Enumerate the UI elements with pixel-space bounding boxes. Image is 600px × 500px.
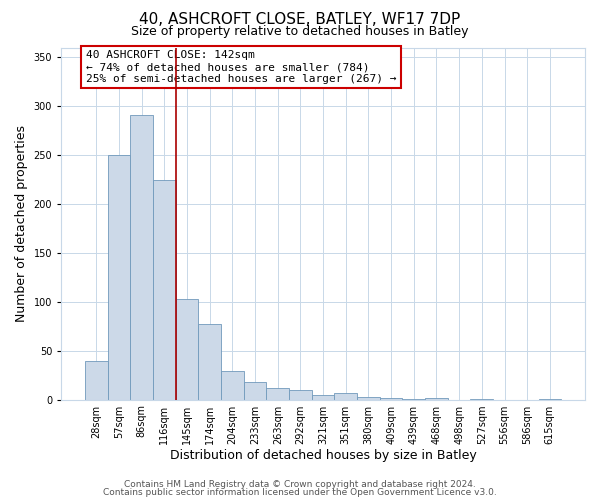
Bar <box>357 396 380 400</box>
Text: 40 ASHCROFT CLOSE: 142sqm
← 74% of detached houses are smaller (784)
25% of semi: 40 ASHCROFT CLOSE: 142sqm ← 74% of detac… <box>86 50 396 84</box>
Bar <box>244 382 266 400</box>
Text: Contains public sector information licensed under the Open Government Licence v3: Contains public sector information licen… <box>103 488 497 497</box>
Bar <box>289 390 312 400</box>
Text: Size of property relative to detached houses in Batley: Size of property relative to detached ho… <box>131 25 469 38</box>
Bar <box>403 398 425 400</box>
Bar <box>199 324 221 400</box>
Bar <box>176 299 199 400</box>
Y-axis label: Number of detached properties: Number of detached properties <box>15 125 28 322</box>
Text: Contains HM Land Registry data © Crown copyright and database right 2024.: Contains HM Land Registry data © Crown c… <box>124 480 476 489</box>
Bar <box>539 398 561 400</box>
Bar <box>130 115 153 400</box>
Bar <box>312 394 334 400</box>
Bar <box>266 388 289 400</box>
Bar <box>470 398 493 400</box>
Bar <box>85 362 107 400</box>
Text: 40, ASHCROFT CLOSE, BATLEY, WF17 7DP: 40, ASHCROFT CLOSE, BATLEY, WF17 7DP <box>139 12 461 28</box>
Bar <box>107 155 130 400</box>
Bar <box>380 398 403 400</box>
Bar <box>221 371 244 400</box>
Bar <box>334 392 357 400</box>
Bar <box>153 180 176 400</box>
X-axis label: Distribution of detached houses by size in Batley: Distribution of detached houses by size … <box>170 450 476 462</box>
Bar <box>425 398 448 400</box>
